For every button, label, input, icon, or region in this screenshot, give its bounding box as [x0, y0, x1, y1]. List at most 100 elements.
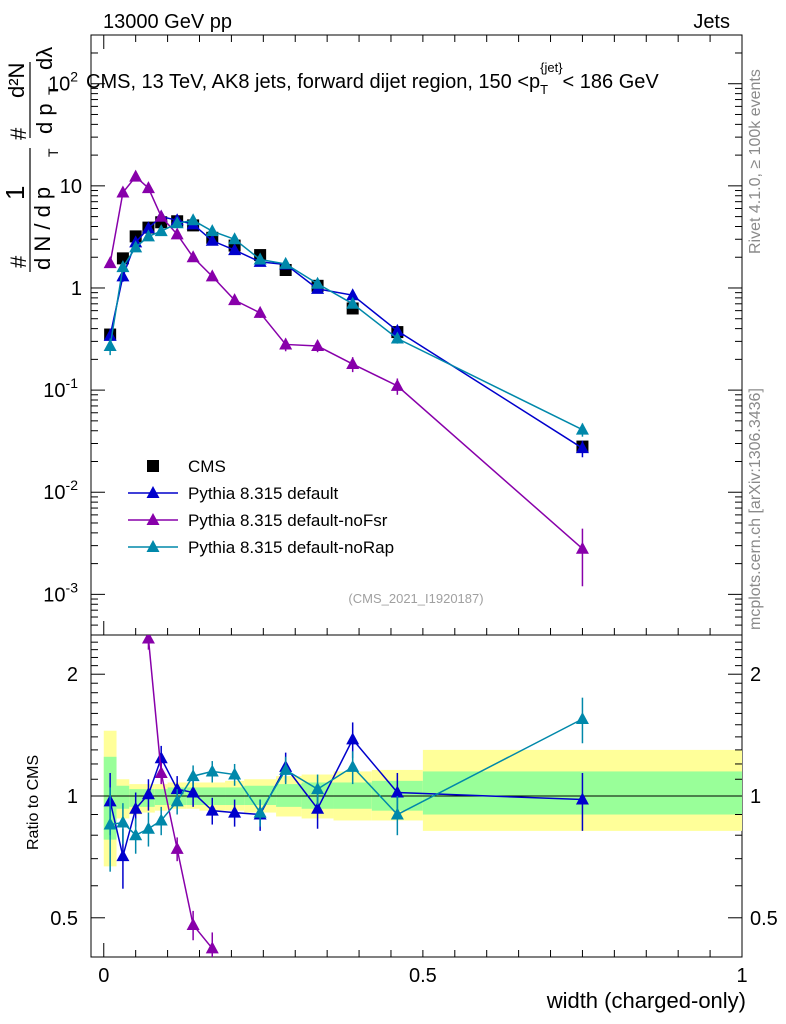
data-point [103, 339, 117, 352]
data-point [228, 243, 242, 256]
data-point [253, 252, 267, 265]
ratio-y-tick-label: 2 [67, 664, 78, 686]
data-point [103, 328, 117, 341]
data-point [253, 305, 267, 318]
ratio-point [186, 917, 200, 930]
data-point [170, 216, 184, 229]
legend: CMS Pythia 8.315 default Pythia 8.315 defa… [128, 457, 394, 557]
data-point [390, 323, 404, 336]
data-point [116, 260, 130, 273]
ratio-point [390, 807, 404, 820]
ratio-point [253, 805, 267, 818]
ratio-point [129, 801, 143, 814]
ratio-y-tick-label-right: 1 [750, 786, 761, 808]
main-y-axis-label: # 1 d N / d p T # d²N d p T dλ [0, 47, 61, 272]
data-point [116, 185, 130, 198]
x-tick-label: 0.5 [409, 965, 437, 987]
data-point [228, 232, 242, 245]
data-point [311, 339, 325, 352]
ratio-point [205, 764, 219, 777]
ratio-series-pythia-8-315-default-nofsr [104, 506, 219, 957]
ratio-line [147, 635, 213, 949]
data-point [575, 422, 589, 435]
ratio-point [186, 769, 200, 782]
ratio-point [154, 813, 168, 826]
ratio-point [116, 815, 130, 828]
data-point [390, 378, 404, 391]
ratio-point [141, 787, 155, 800]
ratio-point [154, 765, 168, 778]
series-line [109, 175, 583, 550]
ratio-point [390, 785, 404, 798]
ratio-point [170, 782, 184, 795]
data-point [390, 331, 404, 344]
legend-label: Pythia 8.315 default [188, 484, 339, 503]
x-tick-label: 0 [98, 965, 109, 987]
data-point [141, 221, 155, 234]
plot-title: CMS, 13 TeV, AK8 jets, forward dijet reg… [86, 60, 659, 97]
data-point [103, 256, 117, 269]
ratio-point [103, 817, 117, 830]
svg-text:T: T [45, 148, 61, 157]
ratio-point [346, 732, 360, 745]
ratio-y-tick-label-right: 0.5 [750, 908, 778, 930]
data-point [154, 224, 168, 237]
data-point [346, 357, 360, 370]
band-green [154, 789, 168, 806]
mcplots-label: mcplots.cern.ch [arXiv:1306.3436] [747, 388, 764, 630]
y-tick-label: 1 [71, 278, 82, 300]
rivet-label: Rivet 4.1.0, ≥ 100k events [747, 69, 764, 254]
svg-text:d p: d p [32, 103, 57, 134]
ratio-point [141, 635, 155, 644]
y-tick-label: 10-2 [43, 477, 78, 504]
ratio-point [116, 529, 129, 541]
y-tick-label: 10-1 [43, 375, 78, 402]
y-tick-label: 10-3 [43, 579, 78, 606]
series-line [109, 219, 583, 431]
series-pythia-8-315-default [103, 209, 589, 458]
data-point [186, 250, 200, 263]
ratio-point [129, 828, 143, 841]
series-pythia-8-315-default-nofsr [103, 169, 589, 587]
legend-marker [146, 513, 160, 525]
ratio-series-pythia-8-315-default-norap [103, 697, 589, 872]
ratio-point [186, 785, 200, 798]
band-green [276, 784, 302, 807]
ratio-point [279, 762, 293, 775]
legend-label: Pythia 8.315 default-noFsr [188, 511, 388, 530]
ratio-point [170, 794, 184, 807]
ratio-point [170, 841, 184, 854]
svg-text:1: 1 [0, 186, 30, 200]
ratio-point [311, 782, 325, 795]
ratio-y-axis-label: Ratio to CMS [25, 755, 42, 850]
ratio-y-tick-label: 0.5 [50, 908, 78, 930]
header-left: 13000 GeV pp [103, 11, 232, 33]
analysis-watermark: (CMS_2021_I1920187) [348, 591, 483, 606]
data-point [279, 256, 293, 269]
legend-marker [146, 540, 160, 552]
svg-text:d²N: d²N [4, 63, 29, 98]
series-cms [104, 215, 589, 453]
band-green [116, 785, 130, 809]
ratio-point [116, 849, 130, 862]
ratio-axis-ticks: 0.5 0.5 1 1 2 2 0 0.5 1 [50, 634, 778, 987]
data-point [205, 233, 219, 246]
data-point [279, 337, 293, 350]
data-point [129, 240, 143, 253]
legend-label: Pythia 8.315 default-noRap [188, 538, 394, 557]
series-pythia-8-315-default-norap [103, 213, 589, 437]
y-tick-label: 102 [48, 69, 78, 96]
data-point [346, 296, 360, 309]
data-point [170, 227, 184, 240]
ratio-series-layer [103, 506, 589, 957]
svg-text:#: # [6, 127, 31, 140]
legend-marker [146, 486, 160, 498]
ratio-point [311, 801, 325, 814]
ratio-point [575, 711, 589, 724]
legend-label: CMS [188, 457, 226, 476]
data-point [141, 229, 155, 242]
ratio-point [228, 767, 242, 780]
main-series-layer [103, 169, 589, 587]
ratio-point [104, 506, 117, 518]
data-point [575, 441, 589, 454]
